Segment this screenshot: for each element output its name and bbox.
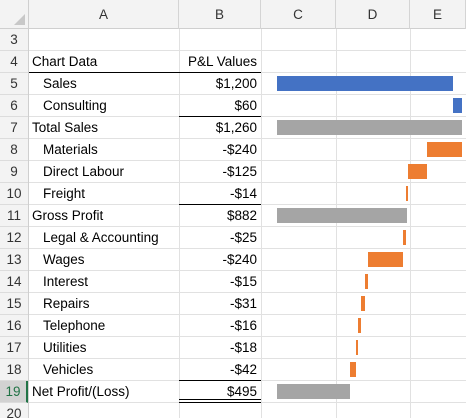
- column-header-b[interactable]: B: [179, 0, 261, 29]
- row-header-7[interactable]: 7: [0, 117, 28, 139]
- cell-a11[interactable]: Gross Profit: [32, 208, 104, 223]
- cell-a17[interactable]: Utilities: [43, 340, 87, 355]
- gridline-horizontal: [29, 270, 466, 271]
- cell-a12[interactable]: Legal & Accounting: [43, 230, 159, 245]
- cell-b19[interactable]: $495: [226, 384, 257, 399]
- cell-b8[interactable]: -$240: [222, 142, 257, 157]
- cell-b12[interactable]: -$25: [229, 230, 257, 245]
- gridline-horizontal: [29, 94, 466, 95]
- gridline-horizontal: [29, 314, 466, 315]
- select-all-corner[interactable]: [0, 0, 29, 29]
- row-header-11[interactable]: 11: [0, 205, 28, 227]
- cell-a7[interactable]: Total Sales: [32, 120, 99, 135]
- cell-b10[interactable]: -$14: [229, 186, 257, 201]
- bar-consulting[interactable]: [453, 98, 462, 113]
- column-header-d[interactable]: D: [336, 0, 410, 29]
- bar-vehicles[interactable]: [349, 362, 356, 377]
- row-header-6[interactable]: 6: [0, 95, 28, 117]
- cell-a19[interactable]: Net Profit/(Loss): [32, 384, 130, 399]
- gridline-vertical: [336, 29, 337, 418]
- cell-a8[interactable]: Materials: [43, 142, 98, 157]
- cell-b15[interactable]: -$31: [229, 296, 257, 311]
- bar-freight[interactable]: [406, 186, 409, 201]
- gridline-horizontal: [29, 336, 466, 337]
- row-header-13[interactable]: 13: [0, 249, 28, 271]
- cell-a5[interactable]: Sales: [43, 76, 77, 91]
- gridline-vertical: [261, 29, 262, 418]
- cell-a6[interactable]: Consulting: [43, 98, 107, 113]
- cell-a14[interactable]: Interest: [43, 274, 89, 289]
- gridline-horizontal: [29, 292, 466, 293]
- select-all-triangle-icon: [14, 14, 25, 25]
- row-header-8[interactable]: 8: [0, 139, 28, 161]
- cell-b16[interactable]: -$16: [229, 318, 257, 333]
- row-header-14[interactable]: 14: [0, 271, 28, 293]
- column-header-a[interactable]: A: [29, 0, 179, 29]
- cell-b14[interactable]: -$15: [229, 274, 257, 289]
- bar-wages[interactable]: [367, 252, 403, 267]
- row-header-15[interactable]: 15: [0, 293, 28, 315]
- gridline-horizontal: [29, 358, 466, 359]
- row-header-12[interactable]: 12: [0, 227, 28, 249]
- cell-b6[interactable]: $60: [234, 98, 257, 113]
- bar-total-sales[interactable]: [277, 120, 462, 135]
- bar-repairs[interactable]: [360, 296, 366, 311]
- gridline-horizontal: [29, 138, 466, 139]
- cell-b11[interactable]: $882: [226, 208, 257, 223]
- cell-a4[interactable]: Chart Data: [32, 54, 98, 69]
- cell-a13[interactable]: Wages: [43, 252, 85, 267]
- row-header-20[interactable]: 20: [0, 403, 28, 418]
- row-header-bar: 3 4 5 6 7 8 9 10 11 12 13 14 15 16 17 18 19 20: [0, 29, 29, 418]
- cell-a16[interactable]: Telephone: [43, 318, 106, 333]
- net-profit-double-underline: [179, 399, 261, 403]
- bar-net-profit-loss-[interactable]: [277, 384, 350, 399]
- cell-b13[interactable]: -$240: [222, 252, 257, 267]
- cell-grid[interactable]: Chart Data P&L Values Sales $1,200 Consultin…: [29, 29, 466, 418]
- gridline-horizontal: [29, 248, 466, 249]
- row-header-19[interactable]: 19: [0, 381, 28, 403]
- net-profit-topline: [179, 380, 261, 381]
- gridline-horizontal: [29, 226, 466, 227]
- bar-gross-profit[interactable]: [277, 208, 407, 223]
- cell-b17[interactable]: -$18: [229, 340, 257, 355]
- gridline-horizontal: [29, 182, 466, 183]
- bar-legal-accounting[interactable]: [402, 230, 407, 245]
- cell-b7[interactable]: $1,260: [215, 120, 257, 135]
- row-header-17[interactable]: 17: [0, 337, 28, 359]
- header-underline: [29, 72, 261, 73]
- row-header-9[interactable]: 9: [0, 161, 28, 183]
- gridline-vertical: [410, 29, 411, 418]
- bar-utilities[interactable]: [355, 340, 359, 355]
- row-header-16[interactable]: 16: [0, 315, 28, 337]
- row-header-18[interactable]: 18: [0, 359, 28, 381]
- row-header-5[interactable]: 5: [0, 73, 28, 95]
- row-header-4[interactable]: 4: [0, 51, 28, 73]
- gross-profit-topline: [179, 204, 261, 205]
- gridline-horizontal: [29, 160, 466, 161]
- column-header-c[interactable]: C: [261, 0, 336, 29]
- cell-b4[interactable]: P&L Values: [187, 54, 257, 69]
- bar-direct-labour[interactable]: [408, 164, 427, 179]
- row-header-10[interactable]: 10: [0, 183, 28, 205]
- cell-b18[interactable]: -$42: [229, 362, 257, 377]
- row-header-3[interactable]: 3: [0, 29, 28, 51]
- cell-a10[interactable]: Freight: [43, 186, 86, 201]
- bar-materials[interactable]: [426, 142, 462, 157]
- cell-a9[interactable]: Direct Labour: [43, 164, 125, 179]
- total-sales-topline: [179, 116, 261, 117]
- cell-a18[interactable]: Vehicles: [43, 362, 94, 377]
- bar-interest[interactable]: [365, 274, 368, 289]
- cell-a15[interactable]: Repairs: [43, 296, 90, 311]
- gridline-vertical: [179, 29, 180, 418]
- bar-telephone[interactable]: [358, 318, 361, 333]
- gridline-horizontal: [29, 50, 466, 51]
- cell-b5[interactable]: $1,200: [215, 76, 257, 91]
- bar-sales[interactable]: [277, 76, 454, 91]
- column-header-e[interactable]: E: [410, 0, 466, 29]
- cell-b9[interactable]: -$125: [222, 164, 257, 179]
